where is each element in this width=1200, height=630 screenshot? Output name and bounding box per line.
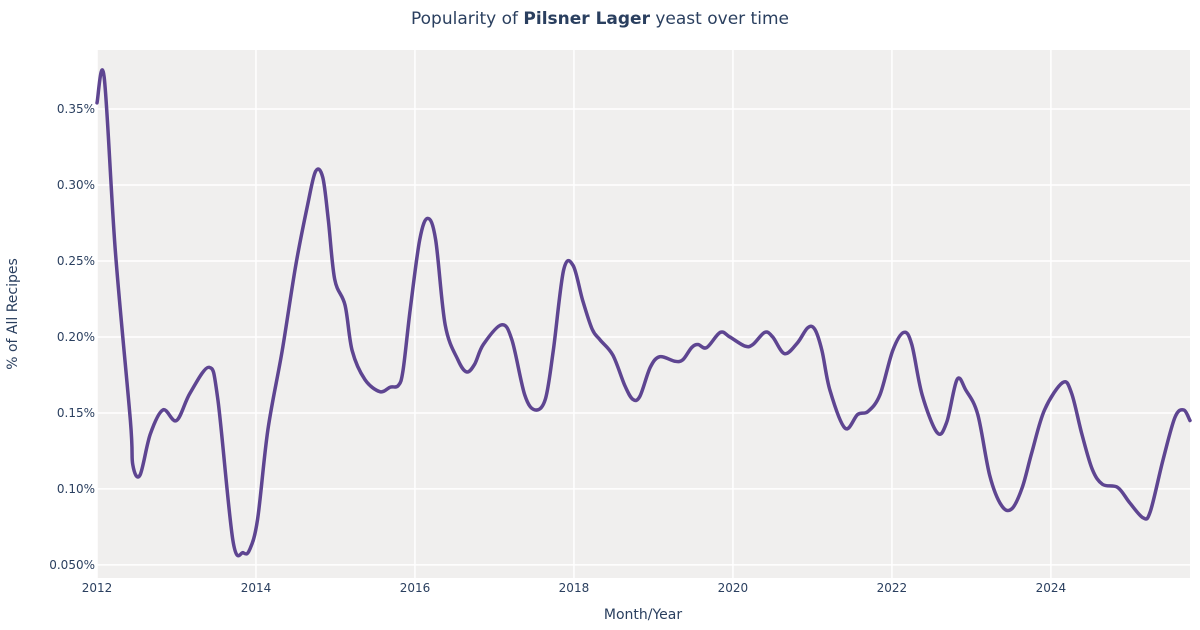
y-tick-label: 0.35% bbox=[57, 102, 95, 116]
y-axis-label: % of All Recipes bbox=[5, 258, 21, 370]
title-suffix: yeast over time bbox=[649, 9, 789, 29]
plot-area bbox=[97, 50, 1190, 578]
title-bold: Pilsner Lager bbox=[523, 9, 650, 29]
y-tick-label: 0.20% bbox=[57, 330, 95, 344]
x-tick-label: 2012 bbox=[82, 581, 113, 595]
x-tick-label: 2014 bbox=[241, 581, 272, 595]
x-tick-label: 2024 bbox=[1036, 581, 1067, 595]
title-prefix: Popularity of bbox=[411, 9, 524, 29]
x-tick-label: 2020 bbox=[718, 581, 749, 595]
x-tick-label: 2016 bbox=[400, 581, 431, 595]
y-tick-label: 0.15% bbox=[57, 406, 95, 420]
series-line bbox=[95, 68, 1192, 558]
x-axis-label: Month/Year bbox=[604, 607, 682, 623]
x-tick-label: 2022 bbox=[877, 581, 908, 595]
chart-title: Popularity of Pilsner Lager yeast over t… bbox=[0, 9, 1200, 29]
y-tick-label: 0.25% bbox=[57, 254, 95, 268]
y-tick-label: 0.10% bbox=[57, 482, 95, 496]
y-tick-label: 0.050% bbox=[49, 558, 95, 572]
y-tick-label: 0.30% bbox=[57, 178, 95, 192]
x-tick-label: 2018 bbox=[559, 581, 590, 595]
